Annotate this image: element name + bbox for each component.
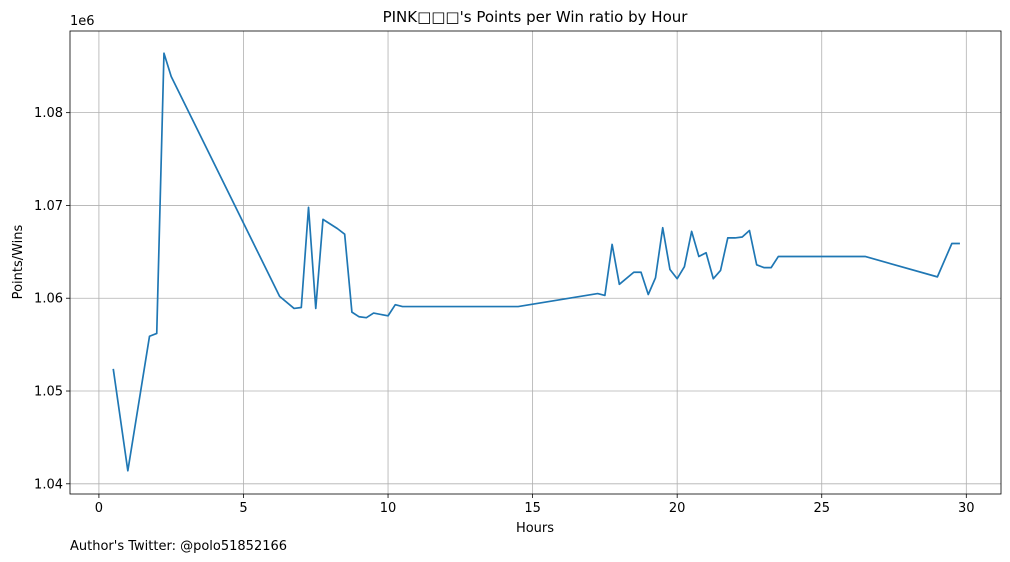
x-tick-label: 25 (813, 501, 830, 516)
x-axis: 0 5 10 15 20 25 30 (95, 494, 975, 516)
y-tick-label: 1.04 (34, 477, 63, 492)
grid (70, 31, 1001, 494)
chart-title: PINK□□□'s Points per Win ratio by Hour (383, 8, 689, 26)
author-credit: Author's Twitter: @polo51852166 (70, 539, 287, 554)
x-tick-label: 0 (95, 501, 103, 516)
x-axis-label: Hours (516, 521, 554, 536)
y-axis: 1.04 1.05 1.06 1.07 1.08 (34, 106, 70, 492)
x-tick-label: 20 (669, 501, 686, 516)
series-layer (112, 52, 960, 472)
y-tick-label: 1.06 (34, 292, 63, 307)
y-tick-label: 1.05 (34, 385, 63, 400)
y-axis-label: Points/Wins (11, 224, 26, 299)
series-line (112, 52, 960, 472)
y-tick-label: 1.07 (34, 199, 63, 214)
x-tick-label: 10 (380, 501, 397, 516)
y-axis-offset-label: 1e6 (70, 14, 95, 29)
y-tick-label: 1.08 (34, 106, 63, 121)
x-tick-label: 15 (524, 501, 541, 516)
axes-frame (69, 30, 1002, 495)
x-tick-label: 5 (239, 501, 247, 516)
x-tick-label: 30 (958, 501, 975, 516)
